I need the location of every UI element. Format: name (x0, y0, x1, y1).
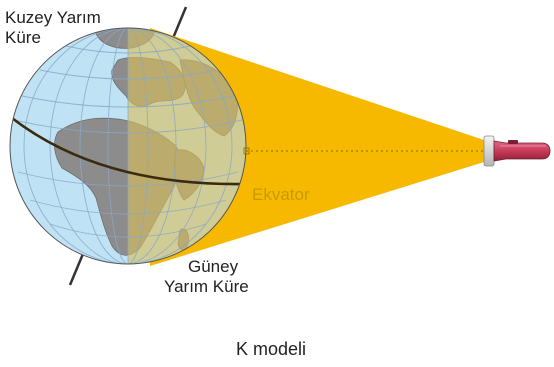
south-hemisphere-label: Güney Yarım Küre (164, 257, 249, 296)
beam-center-marker (243, 147, 250, 155)
diagram-caption: K modeli (236, 339, 306, 359)
equator-label: Ekvator (252, 185, 310, 204)
north-hemisphere-label: Kuzey Yarım Küre (5, 8, 105, 47)
longitude-lines (23, 28, 233, 264)
globe-outline (9, 27, 247, 265)
flashlight-icon (483, 135, 551, 167)
latitude-lines (13, 45, 243, 238)
equator-line (11, 116, 245, 186)
light-beam (150, 28, 484, 266)
